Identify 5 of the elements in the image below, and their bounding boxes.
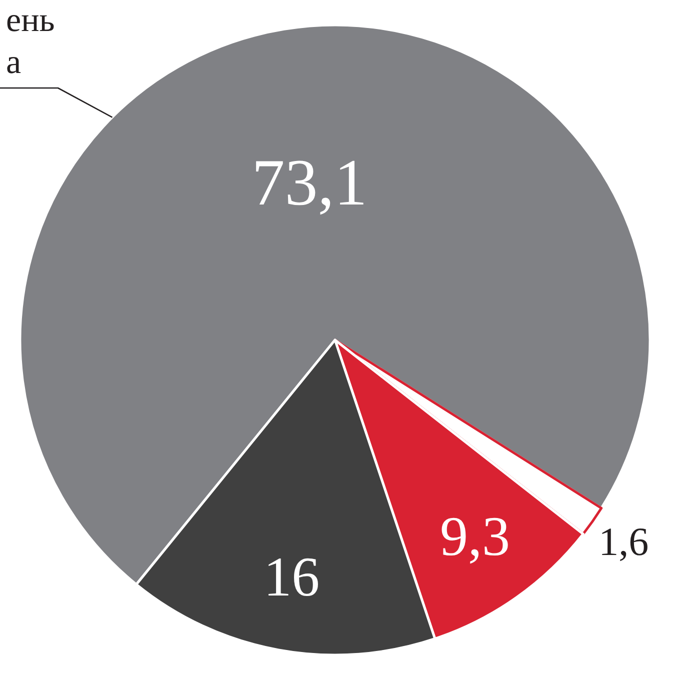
data-label: 1,6	[598, 519, 649, 564]
slice-label: ень а	[6, 2, 55, 81]
data-label: 16	[264, 546, 320, 609]
data-label: 73,1	[252, 146, 368, 220]
data-label: 9,3	[440, 506, 510, 568]
